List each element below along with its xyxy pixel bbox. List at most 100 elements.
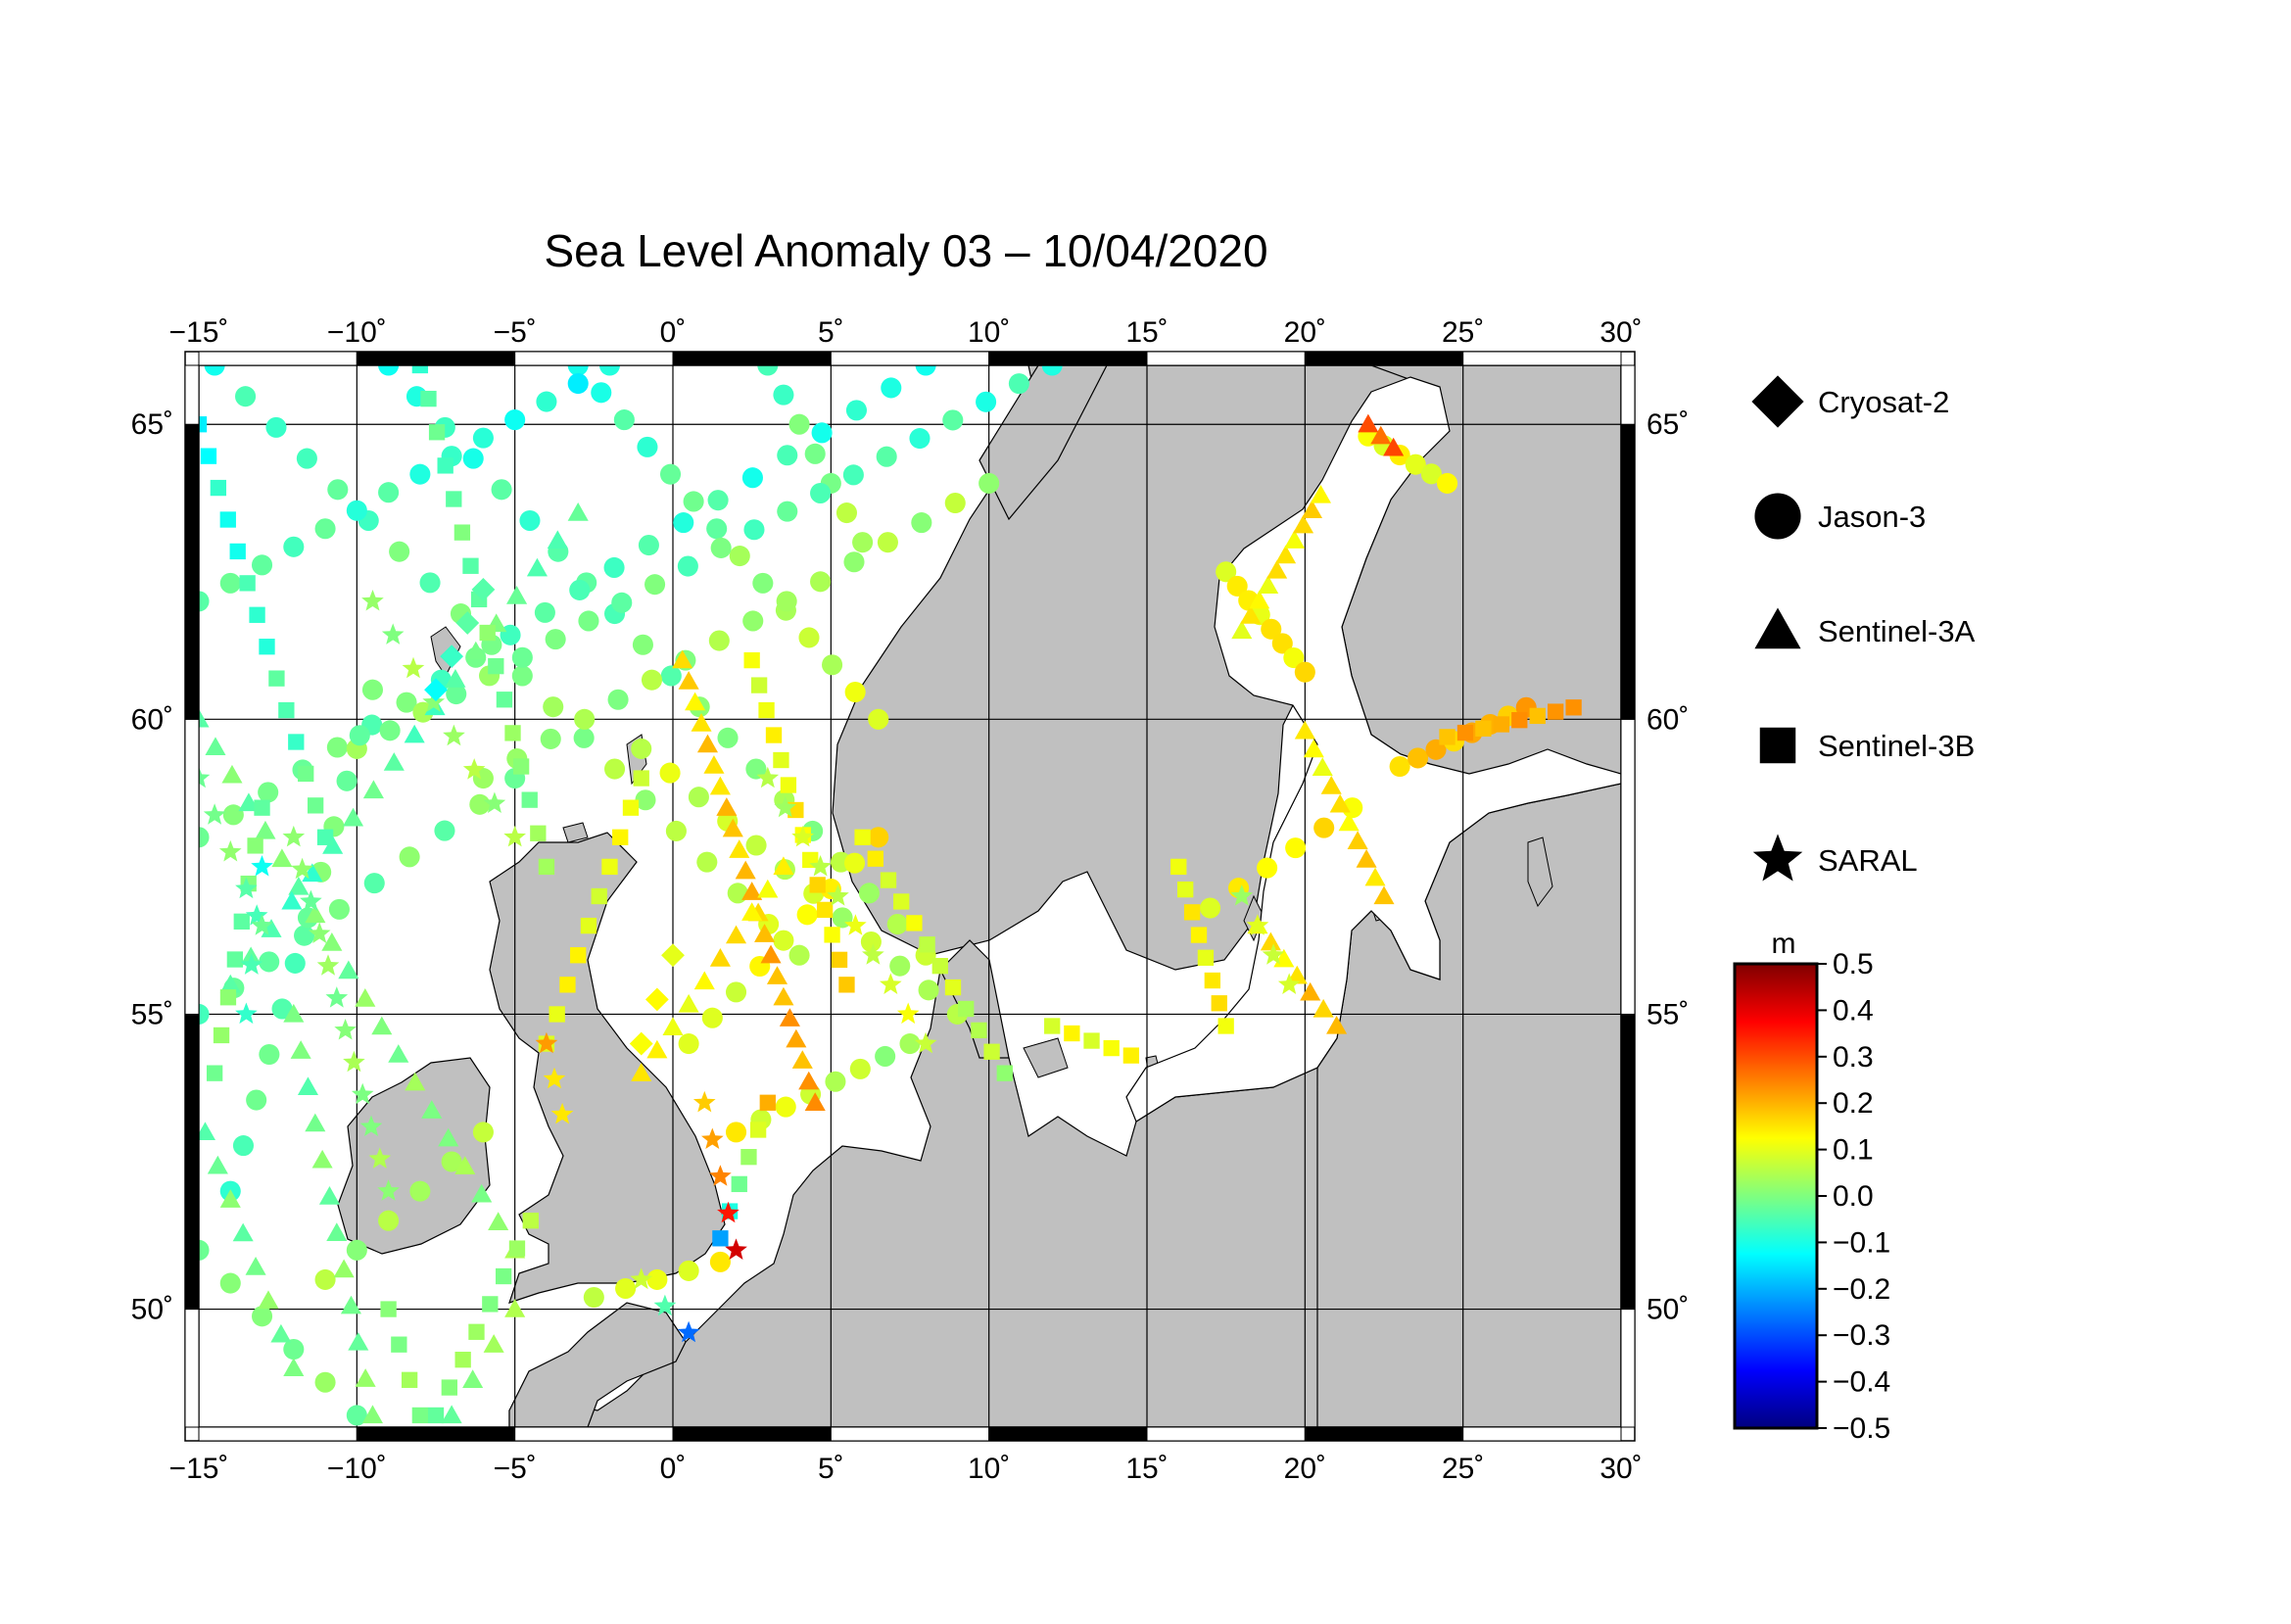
data-point-sentinel-3a — [760, 944, 782, 964]
data-point-sentinel-3b — [1083, 1032, 1100, 1049]
data-point-jason-3 — [232, 1135, 255, 1157]
colorbar-tick-label: 0.4 — [1833, 994, 1874, 1027]
data-point-sentinel-3b — [931, 958, 948, 975]
data-point-sentinel-3b — [758, 701, 775, 719]
data-point-jason-3 — [773, 384, 794, 406]
data-point-sentinel-3a — [685, 692, 706, 711]
data-point-jason-3 — [710, 537, 732, 558]
land-zealand — [1023, 1037, 1069, 1078]
data-point-sentinel-3b — [893, 893, 910, 910]
data-point-jason-3 — [858, 883, 880, 904]
data-point-sentinel-3a — [678, 671, 699, 690]
frame-bar-bottom — [1146, 1426, 1306, 1442]
data-point-jason-3 — [909, 428, 931, 450]
frame-bar-top — [356, 351, 516, 366]
data-point-jason-3 — [678, 1033, 699, 1055]
colorbar-tick-label: −0.1 — [1833, 1226, 1890, 1259]
data-point-jason-3 — [660, 665, 682, 687]
data-point-sentinel-3a — [454, 1156, 476, 1174]
data-point-jason-3 — [798, 627, 820, 648]
frame-bar-bottom — [988, 1426, 1148, 1442]
data-point-saral — [1230, 884, 1254, 906]
data-point-sentinel-3a — [1313, 998, 1334, 1018]
data-point-sentinel-3b — [199, 416, 208, 433]
data-point-saral — [203, 803, 226, 825]
data-point-sentinel-3b — [759, 1094, 776, 1111]
data-point-jason-3 — [899, 1033, 921, 1055]
data-point-sentinel-3b — [268, 670, 285, 687]
data-point-saral — [717, 1201, 740, 1223]
data-point-jason-3 — [876, 446, 897, 467]
data-point-sentinel-3b — [740, 1149, 757, 1166]
data-point-sentinel-3a — [305, 1113, 326, 1132]
frame-bar-bottom — [1462, 1426, 1622, 1442]
data-point-jason-3 — [611, 592, 633, 613]
data-point-jason-3 — [569, 579, 591, 600]
data-point-sentinel-3a — [1249, 590, 1270, 609]
lon-tick-label: −5˚ — [494, 1453, 537, 1485]
data-point-sentinel-3a — [199, 1122, 215, 1141]
data-point-sentinel-3b — [549, 1006, 565, 1023]
data-point-sentinel-3b — [1439, 729, 1456, 745]
data-point-jason-3 — [607, 689, 629, 710]
data-point-sentinel-3a — [779, 1008, 800, 1027]
data-point-cryosat-2 — [440, 645, 464, 668]
longitude-labels-top: −15˚ −10˚ −5˚ 0˚ 5˚ 10˚ 15˚ 20˚ 25˚ 30˚ — [169, 316, 1643, 349]
data-point-sentinel-3a — [270, 1323, 292, 1343]
data-point-jason-3 — [314, 518, 336, 540]
data-point-sentinel-3b — [453, 524, 471, 541]
data-point-jason-3 — [446, 683, 467, 705]
data-point-sentinel-3a — [421, 1100, 443, 1119]
data-point-jason-3 — [825, 1071, 846, 1092]
data-point-sentinel-3a — [232, 1222, 254, 1242]
data-point-jason-3 — [1226, 575, 1248, 597]
data-point-jason-3 — [659, 762, 681, 784]
data-point-sentinel-3a — [1326, 1015, 1348, 1034]
data-point-jason-3 — [1257, 857, 1278, 879]
lon-tick-label: 30˚ — [1599, 1453, 1642, 1485]
data-point-sentinel-3b — [488, 657, 504, 675]
data-point-saral — [377, 1179, 400, 1201]
data-point-sentinel-3a — [288, 876, 310, 895]
map-title: Sea Level Anomaly 03 – 10/04/2020 — [544, 225, 1267, 276]
data-point-jason-3 — [673, 512, 694, 534]
data-point-jason-3 — [843, 852, 866, 874]
colorbar-tick-label: 0.5 — [1833, 948, 1874, 980]
data-point-sentinel-3a — [383, 752, 405, 771]
data-point-jason-3 — [540, 728, 561, 749]
frame-bar-left — [184, 1013, 200, 1311]
data-point-jason-3 — [283, 536, 305, 557]
data-point-sentinel-3b — [712, 1230, 729, 1247]
data-point-sentinel-3a — [646, 1039, 668, 1059]
data-point-sentinel-3a — [405, 1072, 426, 1091]
data-point-sentinel-3a — [696, 734, 719, 753]
data-point-sentinel-3a — [371, 1016, 393, 1035]
data-point-sentinel-3b — [1103, 1039, 1120, 1057]
data-point-jason-3 — [775, 1096, 796, 1118]
data-point-jason-3 — [434, 820, 455, 841]
data-point-saral — [1262, 943, 1285, 965]
data-point-sentinel-3a — [1266, 559, 1288, 579]
data-point-jason-3 — [199, 1239, 210, 1261]
data-point-sentinel-3a — [791, 1050, 813, 1069]
data-point-sentinel-3a — [483, 1334, 504, 1353]
lon-tick-label: 20˚ — [1284, 1453, 1326, 1485]
data-point-saral — [844, 914, 867, 935]
data-point-jason-3 — [204, 365, 225, 376]
data-point-saral — [914, 1031, 937, 1054]
data-point-sentinel-3a — [798, 1071, 820, 1090]
data-point-jason-3 — [519, 509, 541, 532]
lon-tick-label: 20˚ — [1284, 316, 1326, 349]
data-point-sentinel-3a — [709, 948, 731, 967]
data-point-sentinel-3b — [559, 977, 576, 993]
data-point-sentinel-3b — [750, 677, 768, 693]
data-point-sentinel-3b — [391, 1336, 407, 1353]
data-point-jason-3 — [511, 646, 533, 668]
legend-label-sentinel-3a: Sentinel-3A — [1818, 614, 1976, 648]
data-point-sentinel-3a — [221, 764, 243, 784]
data-point-cryosat-2 — [661, 943, 685, 968]
data-point-saral — [308, 922, 331, 943]
data-point-sentinel-3b — [971, 1022, 987, 1039]
data-point-sentinel-3b — [1211, 995, 1227, 1012]
data-point-jason-3 — [504, 409, 526, 431]
